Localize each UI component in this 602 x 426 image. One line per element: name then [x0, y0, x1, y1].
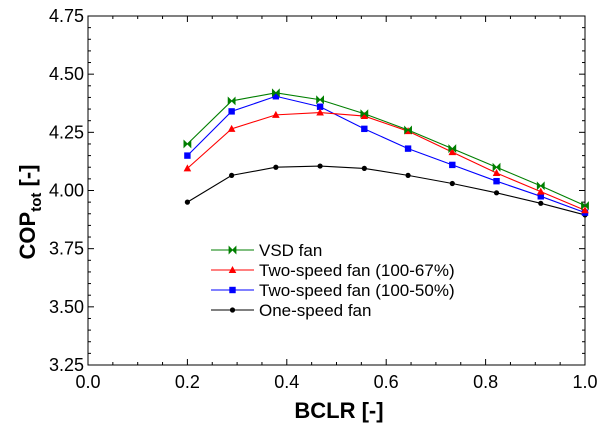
- data-point: [538, 200, 544, 206]
- x-tick-label: 0.4: [274, 372, 299, 392]
- data-point: [492, 162, 501, 172]
- series-line: [187, 95, 586, 214]
- x-axis-title: BCLR [-]: [294, 398, 383, 423]
- y-tick-label: 3.75: [49, 239, 84, 259]
- legend-label: Two-speed fan (100-67%): [259, 261, 455, 280]
- y-axis-title: COPtot [-]: [15, 165, 45, 260]
- legend-entry: Two-speed fan (100-67%): [211, 261, 455, 280]
- x-tick-label: 0.8: [473, 372, 498, 392]
- data-point: [581, 201, 589, 211]
- data-point: [493, 177, 500, 185]
- data-point: [183, 139, 192, 149]
- data-point: [227, 96, 236, 106]
- legend-label: Two-speed fan (100-50%): [259, 281, 455, 300]
- data-point: [317, 163, 323, 169]
- data-point: [537, 193, 544, 200]
- data-point: [536, 187, 545, 195]
- y-axis-title-main: COP: [15, 212, 40, 260]
- data-point: [581, 206, 589, 214]
- data-point: [449, 161, 456, 169]
- legend-swatch-marker: [228, 245, 237, 255]
- data-point: [273, 164, 279, 170]
- series-line: [187, 92, 586, 207]
- data-point: [316, 95, 324, 105]
- y-tick-label: 4.25: [49, 122, 84, 142]
- data-point: [228, 108, 235, 115]
- data-point: [448, 144, 457, 154]
- x-tick-label: 0.6: [374, 372, 399, 392]
- y-axis-title-suffix: [-]: [15, 165, 40, 193]
- data-point: [449, 180, 455, 187]
- data-point: [536, 181, 545, 191]
- data-point: [184, 152, 191, 159]
- data-point: [316, 108, 324, 116]
- x-tick-label: 1.0: [572, 372, 597, 392]
- y-axis-title-subscript: tot: [28, 193, 45, 212]
- legend-swatch-marker: [228, 266, 237, 273]
- data-point: [184, 199, 190, 205]
- y-tick-label: 4.50: [49, 64, 84, 84]
- data-point: [492, 169, 501, 177]
- y-tick-label: 4.75: [49, 6, 84, 26]
- series-line: [187, 112, 586, 211]
- legend-entry: VSD fan: [211, 241, 322, 260]
- y-axis: 3.25 3.50 3.75 4.00 4.25 4.50 4.75: [49, 6, 585, 375]
- data-point: [272, 93, 280, 100]
- data-point: [229, 172, 235, 178]
- legend-entry: One-speed fan: [211, 301, 371, 320]
- series-3: [184, 163, 588, 218]
- legend-label: One-speed fan: [259, 301, 371, 320]
- legend-swatch-marker: [229, 307, 236, 313]
- legend-swatch-marker: [229, 286, 236, 294]
- data-point: [227, 124, 236, 132]
- x-tick-label: 0.2: [175, 372, 200, 392]
- data-point: [493, 190, 500, 196]
- data-point: [404, 145, 412, 152]
- data-point: [183, 164, 192, 172]
- x-axis: 0.0 0.2 0.4 0.6 0.8 1.0: [75, 16, 598, 392]
- data-point: [361, 165, 367, 171]
- series-1: [183, 108, 589, 214]
- data-point: [360, 109, 369, 119]
- legend-entry: Two-speed fan (100-50%): [211, 281, 455, 300]
- data-point: [404, 125, 412, 135]
- data-point: [361, 125, 368, 133]
- legend-label: VSD fan: [259, 241, 322, 260]
- data-point: [448, 148, 457, 156]
- x-tick-label: 0.0: [75, 372, 100, 392]
- series-2: [184, 93, 589, 216]
- data-point: [272, 110, 280, 118]
- data-point: [360, 112, 369, 120]
- series-layer: [183, 88, 589, 218]
- series-0: [183, 88, 589, 211]
- y-tick-label: 4.00: [49, 181, 84, 201]
- data-point: [316, 103, 324, 110]
- y-tick-label: 3.50: [49, 297, 84, 317]
- data-point: [271, 88, 280, 98]
- y-tick-label: 3.25: [49, 355, 84, 375]
- series-line: [187, 165, 586, 216]
- data-point: [405, 172, 411, 178]
